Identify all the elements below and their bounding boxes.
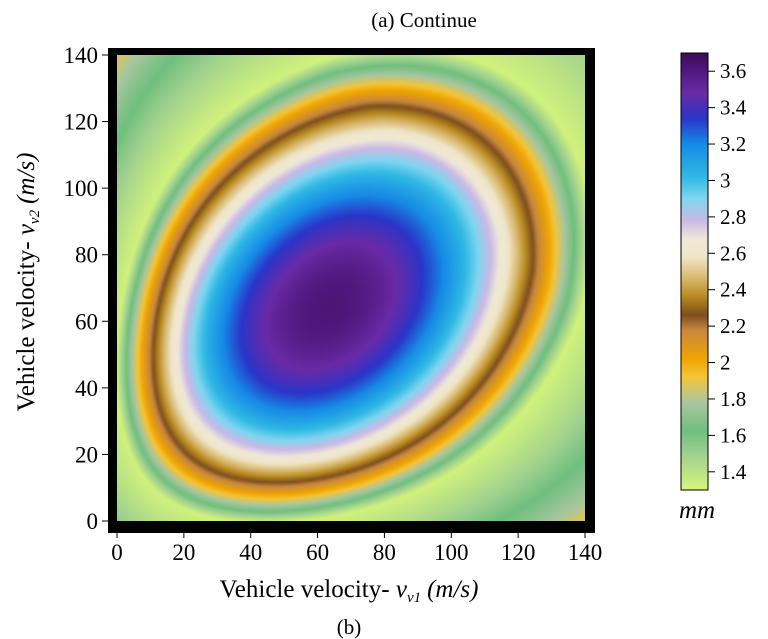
x-tick-label: 140 — [568, 540, 603, 565]
x-tick-label: 60 — [306, 540, 329, 565]
colorbar-tick-label: 2 — [720, 351, 731, 375]
y-tick-label: 20 — [75, 442, 98, 467]
y-tick-label: 140 — [64, 43, 99, 68]
y-tick-label: 80 — [75, 243, 98, 268]
x-tick-label: 0 — [111, 540, 123, 565]
colorbar-ticks: 3.6 3.4 3.2 3 2.8 2.6 2.4 2.2 2 1.8 1.6 1.4 — [708, 59, 747, 484]
colorbar-tick-label: 2.4 — [720, 278, 747, 302]
x-tick-label: 20 — [172, 540, 195, 565]
x-axis: 0 20 40 60 80 100 120 140 — [111, 533, 602, 565]
x-axis-sub: v1 — [407, 590, 421, 606]
y-tick-label: 120 — [64, 110, 99, 135]
y-tick-label: 100 — [64, 176, 99, 201]
x-tick-label: 80 — [373, 540, 396, 565]
x-axis-title-text: Vehicle velocity- — [220, 576, 396, 603]
colorbar-tick-label: 1.6 — [720, 423, 746, 447]
colorbar-tick-label: 1.8 — [720, 387, 746, 411]
x-tick-label: 100 — [434, 540, 469, 565]
colorbar-tick-label: 2.8 — [720, 205, 746, 229]
heatmap-area — [117, 55, 585, 521]
colorbar-tick-label: 2.2 — [720, 314, 746, 338]
bottom-caption: (b) — [337, 615, 362, 639]
colorbar-tick-label: 1.4 — [720, 460, 747, 484]
x-tick-label: 40 — [239, 540, 262, 565]
y-tick-label: 40 — [75, 376, 98, 401]
colorbar-tick-label: 3.4 — [720, 96, 747, 120]
colorbar — [680, 52, 709, 491]
top-caption: (a) Continue — [371, 8, 477, 32]
colorbar-tick-label: 3.2 — [720, 132, 746, 156]
y-axis-var: v — [13, 223, 40, 235]
y-axis: 0 20 40 60 80 100 120 140 — [64, 43, 108, 534]
y-axis-unit: (m/s) — [13, 153, 40, 204]
x-axis-unit: (m/s) — [427, 576, 478, 603]
y-tick-label: 0 — [87, 509, 99, 534]
colorbar-tick-label: 3.6 — [720, 59, 746, 83]
y-tick-label: 60 — [75, 309, 98, 334]
x-tick-label: 120 — [501, 540, 536, 565]
colorbar-unit: mm — [679, 497, 715, 524]
y-axis-title-text: Vehicle velocity- — [13, 235, 40, 411]
y-axis-sub: v2 — [27, 209, 43, 224]
y-axis-title: Vehicle velocity- vv2 (m/s) — [13, 153, 43, 412]
colorbar-tick-label: 2.6 — [720, 241, 746, 265]
x-axis-title: Vehicle velocity- vv1 (m/s) — [220, 576, 479, 606]
x-axis-var: v — [396, 576, 408, 603]
colorbar-tick-label: 3 — [720, 168, 731, 192]
